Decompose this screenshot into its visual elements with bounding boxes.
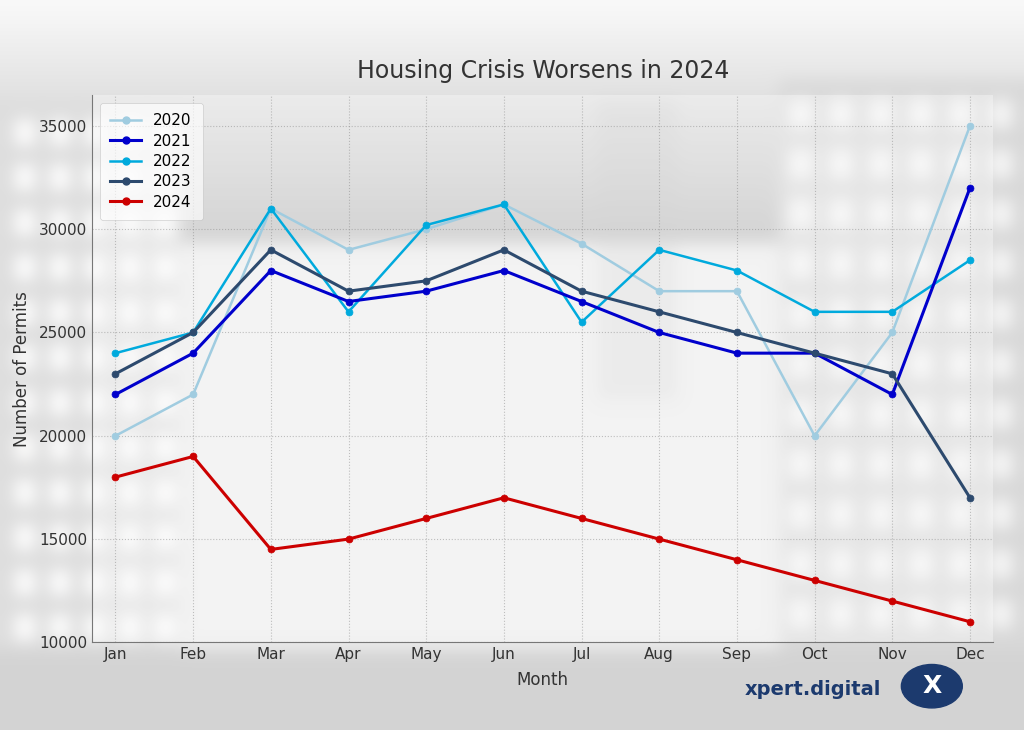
2022 bbox=[110, 349, 122, 358]
2023 bbox=[809, 349, 821, 358]
2021 bbox=[575, 297, 588, 306]
X-axis label: Month: Month bbox=[517, 671, 568, 688]
2024 bbox=[964, 618, 976, 626]
2022 bbox=[731, 266, 743, 275]
2021 bbox=[809, 349, 821, 358]
2020 bbox=[498, 200, 510, 209]
2021 bbox=[342, 297, 354, 306]
2022 bbox=[498, 200, 510, 209]
2023 bbox=[342, 287, 354, 296]
2022 bbox=[809, 307, 821, 316]
2020 bbox=[110, 431, 122, 440]
2021 bbox=[110, 390, 122, 399]
Line: 2023: 2023 bbox=[112, 247, 974, 502]
Text: xpert.digital: xpert.digital bbox=[744, 680, 881, 699]
2022 bbox=[964, 255, 976, 264]
Text: X: X bbox=[923, 675, 941, 698]
2024 bbox=[110, 473, 122, 482]
2024 bbox=[420, 514, 432, 523]
Legend: 2020, 2021, 2022, 2023, 2024: 2020, 2021, 2022, 2023, 2024 bbox=[99, 102, 203, 220]
2023 bbox=[264, 245, 276, 254]
2022 bbox=[342, 307, 354, 316]
2021 bbox=[886, 390, 898, 399]
Y-axis label: Number of Permits: Number of Permits bbox=[12, 291, 31, 447]
2024 bbox=[653, 534, 666, 543]
2020 bbox=[342, 245, 354, 254]
2020 bbox=[886, 328, 898, 337]
2023 bbox=[110, 369, 122, 378]
2023 bbox=[420, 277, 432, 285]
2024 bbox=[575, 514, 588, 523]
2022 bbox=[886, 307, 898, 316]
2023 bbox=[886, 369, 898, 378]
Line: 2022: 2022 bbox=[112, 201, 974, 357]
2023 bbox=[187, 328, 200, 337]
2021 bbox=[420, 287, 432, 296]
2024 bbox=[731, 556, 743, 564]
2022 bbox=[420, 220, 432, 229]
2021 bbox=[731, 349, 743, 358]
2021 bbox=[964, 183, 976, 192]
2024 bbox=[264, 545, 276, 554]
2020 bbox=[731, 287, 743, 296]
2020 bbox=[264, 204, 276, 213]
2021 bbox=[264, 266, 276, 275]
2020 bbox=[653, 287, 666, 296]
2020 bbox=[187, 390, 200, 399]
2023 bbox=[575, 287, 588, 296]
2024 bbox=[809, 576, 821, 585]
2022 bbox=[575, 318, 588, 326]
Circle shape bbox=[901, 664, 963, 708]
2020 bbox=[575, 239, 588, 248]
2021 bbox=[498, 266, 510, 275]
2023 bbox=[498, 245, 510, 254]
2023 bbox=[653, 307, 666, 316]
2020 bbox=[809, 431, 821, 440]
2023 bbox=[731, 328, 743, 337]
2022 bbox=[653, 245, 666, 254]
2024 bbox=[886, 596, 898, 605]
2021 bbox=[187, 349, 200, 358]
Title: Housing Crisis Worsens in 2024: Housing Crisis Worsens in 2024 bbox=[356, 59, 729, 83]
2024 bbox=[342, 534, 354, 543]
2024 bbox=[498, 493, 510, 502]
2022 bbox=[187, 328, 200, 337]
2022 bbox=[264, 204, 276, 213]
2020 bbox=[964, 121, 976, 130]
Line: 2024: 2024 bbox=[112, 453, 974, 625]
2021 bbox=[653, 328, 666, 337]
2023 bbox=[964, 493, 976, 502]
2024 bbox=[187, 452, 200, 461]
Line: 2021: 2021 bbox=[112, 185, 974, 398]
2020 bbox=[420, 225, 432, 234]
Line: 2020: 2020 bbox=[112, 123, 974, 439]
